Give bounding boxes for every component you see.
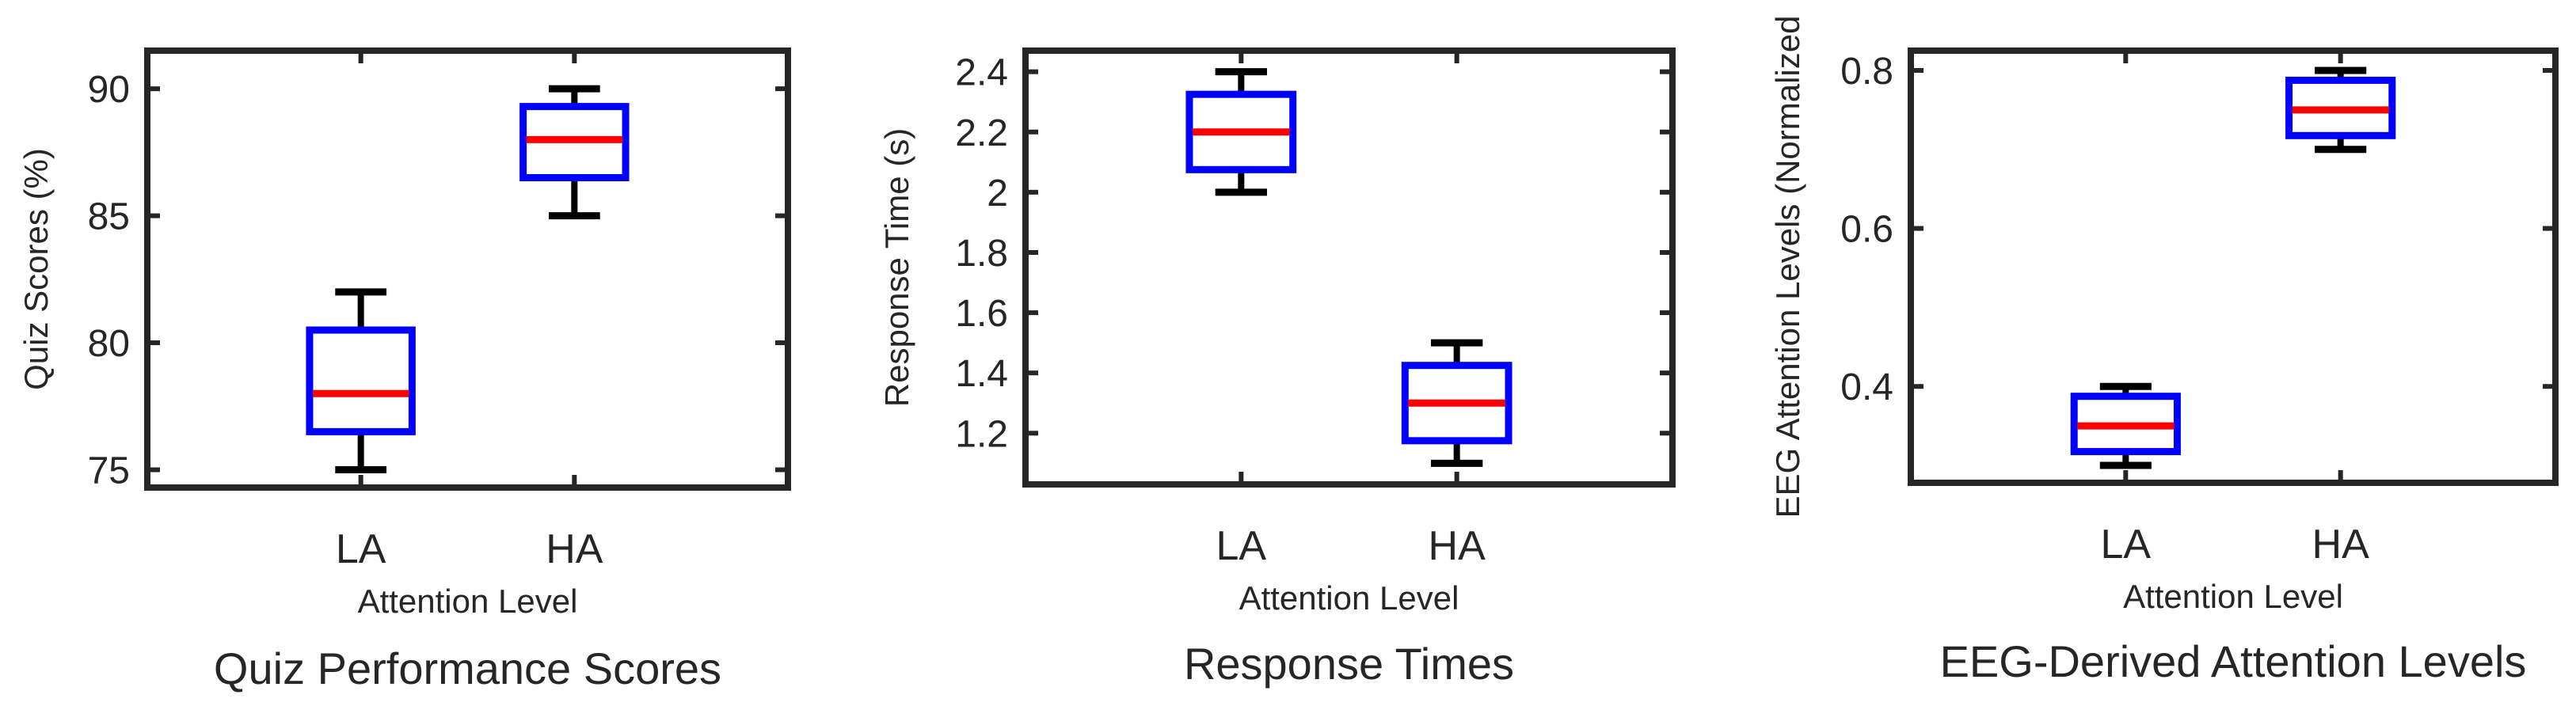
iqr-box [2070,393,2181,456]
x-axis-label: Attention Level [2123,578,2343,615]
box-HA [2285,66,2396,154]
x-tick-label: HA [1429,523,1486,569]
x-tick-label: HA [2312,522,2370,567]
y-tick-label: 2 [987,173,1008,214]
axes-frame [1022,47,1676,488]
y-tick-label: 1.4 [955,353,1008,395]
y-axis-label: Quiz Scores (%) [17,148,55,390]
box-LA [2070,382,2181,469]
box-HA [1401,339,1512,467]
y-tick-label: 0.8 [1840,51,1893,93]
box-LA [1185,68,1297,196]
y-tick-label: 1.6 [955,293,1008,335]
box-LA [306,288,416,474]
y-tick-label: 90 [88,69,130,111]
chart-title: Response Times [1184,639,1514,689]
chart-title: Quiz Performance Scores [214,643,721,693]
y-tick-label: 2.4 [955,52,1008,94]
iqr-box [1185,90,1297,173]
y-tick-label: 0.6 [1840,209,1893,251]
chart-panel-3: 0.4 0.6 0.8 LA HA Attention Level EEG Attentio… [1769,16,2559,686]
y-axis-label: Response Time (s) [878,128,915,407]
axes-frame [144,47,791,491]
chart-title: EEG-Derived Attention Levels [1940,636,2527,686]
y-tick-label: 1.2 [955,413,1008,455]
x-axis-label: Attention Level [358,583,578,620]
y-tick-label: 75 [88,450,130,492]
y-tick-label: 80 [88,323,130,365]
iqr-box [2285,76,2396,139]
y-tick-label: 2.2 [955,112,1008,154]
box-HA [519,85,630,220]
x-tick-label: LA [336,526,386,572]
y-tick-label: 0.4 [1840,366,1893,408]
iqr-box [519,103,630,181]
x-tick-label: HA [546,526,603,572]
chart-panel-1: 75 80 85 90 LA HA Attention Level Quiz Scores (… [17,47,791,693]
y-axis-label: EEG Attention Levels (Normalized [1769,16,1806,518]
y-tick-label: 1.8 [955,233,1008,275]
chart-panel-2: 1.2 1.4 1.6 1.8 2 2.2 2.4 LA HA Attention Level Re… [878,47,1676,689]
axes-frame [1908,47,2559,486]
iqr-box [1401,362,1512,445]
x-axis-label: Attention Level [1239,579,1459,617]
iqr-box [306,326,416,435]
x-tick-label: LA [2101,522,2152,567]
y-tick-label: 85 [88,196,130,238]
x-tick-label: LA [1216,523,1267,569]
